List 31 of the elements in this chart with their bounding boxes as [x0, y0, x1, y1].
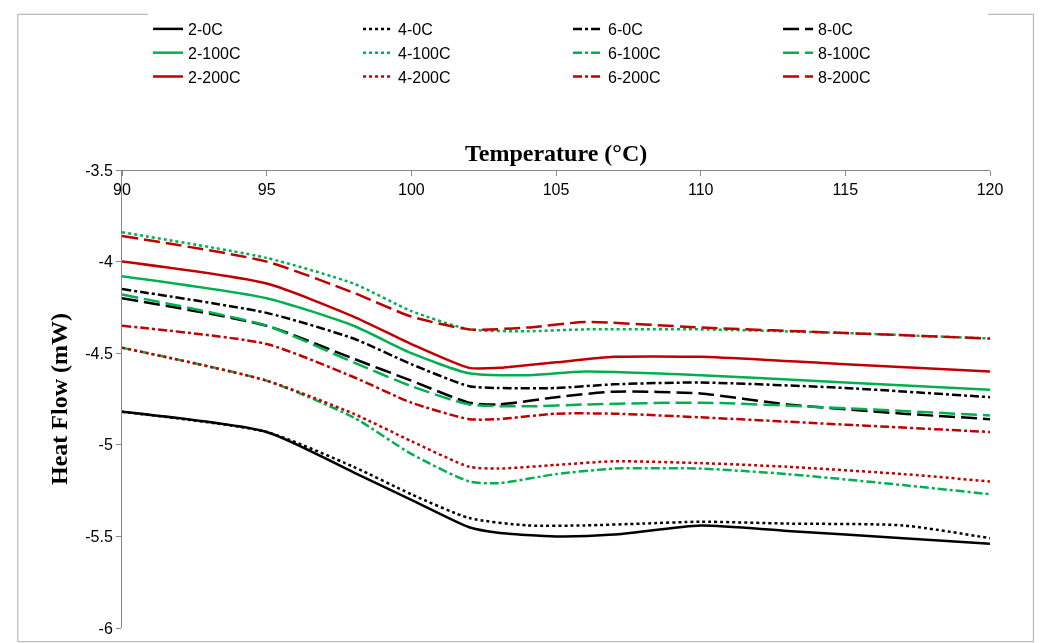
legend-label: 6-200C [608, 68, 661, 86]
y-tick-label: -4.5 [85, 344, 113, 362]
x-tick-label: 95 [257, 181, 276, 199]
x-axis-title: Temperature (°C) [465, 140, 648, 166]
x-tick-label: 120 [976, 181, 1004, 199]
legend-label: 8-0C [818, 21, 853, 39]
legend-label: 8-100C [818, 44, 871, 62]
x-tick-label: 100 [397, 181, 425, 199]
x-tick-label: 115 [832, 181, 859, 199]
line-series [122, 260, 990, 373]
legend-label: 4-100C [398, 44, 451, 62]
legend-label: 8-200C [818, 68, 871, 86]
legend-label: 2-0C [188, 21, 223, 39]
legend-label: 2-100C [188, 44, 241, 62]
x-tick-label: 90 [113, 181, 131, 199]
line-series [122, 324, 990, 434]
legend-label: 4-200C [398, 68, 451, 86]
x-tick-label: 105 [542, 181, 570, 199]
line-series [122, 287, 990, 399]
y-tick-label: -5 [98, 436, 113, 454]
line-series [122, 275, 990, 392]
y-tick-label: -6 [98, 619, 113, 637]
x-tick-label: 110 [687, 181, 714, 199]
legend-label: 6-100C [608, 44, 661, 62]
legend-label: 2-200C [188, 68, 241, 86]
y-tick-label: -4 [98, 253, 113, 271]
y-tick-label: -3.5 [85, 161, 113, 179]
y-axis-title: Heat Flow (mW) [46, 313, 73, 485]
legend-label: 4-0C [398, 21, 433, 39]
y-tick-label: -5.5 [85, 528, 113, 545]
legend-label: 6-0C [608, 21, 643, 39]
